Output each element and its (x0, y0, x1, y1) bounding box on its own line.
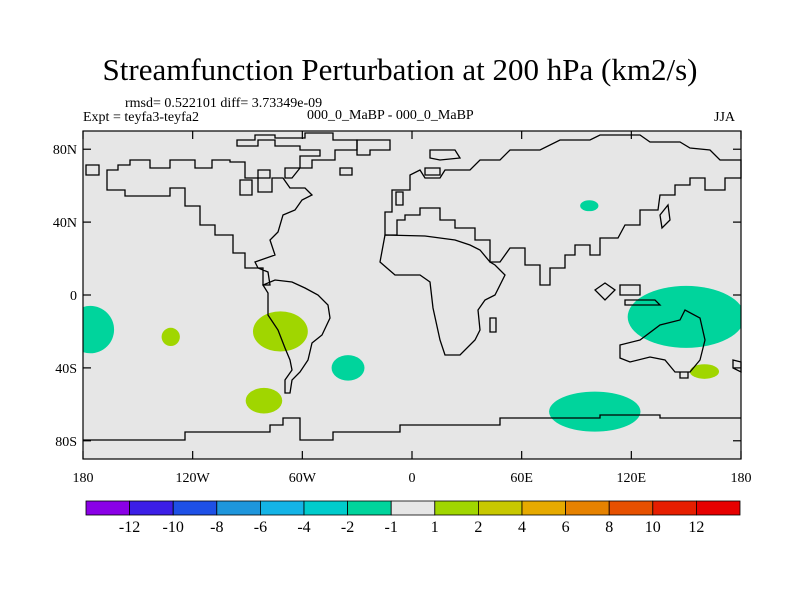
colorbar-label: 2 (474, 519, 482, 536)
stats-line: rmsd= 0.522101 diff= 3.73349e-09 (125, 96, 323, 111)
colorbar-box (172, 500, 218, 516)
colorbar-label: 10 (645, 519, 661, 536)
colorbar-label: 4 (518, 519, 526, 536)
colorbar-label: -6 (254, 519, 267, 536)
map-title: Streamfunction Perturbation at 200 hPa (… (102, 52, 698, 87)
coastline-scandinavia (424, 149, 462, 176)
colorbar-box (259, 500, 305, 516)
colorbar-box (390, 500, 436, 516)
x-tick-label: 60W (289, 471, 317, 486)
colorbar-label: -12 (119, 519, 140, 536)
anomaly-south-pacific-small (161, 327, 180, 347)
colorbar-box (129, 500, 174, 516)
x-tick-label: 120W (176, 471, 211, 486)
x-tick-label: 60E (510, 471, 533, 486)
anomaly-south-atlantic (331, 355, 365, 381)
colorbar-box (608, 500, 654, 516)
anomaly-central-asia (580, 200, 599, 212)
colorbar-box (216, 500, 261, 516)
season-label: JJA (714, 110, 736, 125)
anomaly-south-america (252, 311, 308, 352)
y-tick-label: 40N (53, 216, 77, 231)
case-label: 000_0_MaBP - 000_0_MaBP (307, 108, 474, 123)
colorbar-label: 1 (431, 519, 439, 536)
colorbar-box (347, 500, 392, 516)
colorbar-label: -2 (341, 519, 354, 536)
y-tick-label: 40S (55, 362, 77, 377)
colorbar-box (303, 500, 348, 516)
colorbar-label: 6 (562, 519, 570, 536)
colorbar-box (85, 500, 130, 516)
x-tick-label: 0 (409, 471, 416, 486)
y-tick-label: 80N (53, 143, 77, 158)
coastline-antarctica (83, 414, 741, 441)
y-tick-label: 0 (70, 289, 77, 304)
map-axes: 80N 40N 0 40S 80S 180 120W 60W 0 60E 120E 180 (53, 131, 752, 486)
coastline-north-america (85, 159, 314, 286)
colorbar-box (477, 500, 523, 516)
coastline-madagascar (489, 317, 497, 333)
coastline-greenland-iceland (339, 139, 391, 176)
x-tick-label: 180 (731, 471, 752, 486)
anomaly-east-pacific-south (83, 305, 115, 354)
x-tick-label: 120E (617, 471, 647, 486)
coastline-africa (379, 234, 506, 356)
colorbar: -12 -10 -8 -6 -4 -2 -1 1 2 4 6 8 10 12 (85, 500, 741, 536)
coastline-arctic-islands (236, 132, 358, 196)
coastline-eurasia (384, 134, 742, 286)
anomaly-tasman-sea (689, 364, 720, 379)
coastline-britain (395, 191, 404, 206)
anomaly-southern-ocean-indian (549, 391, 641, 432)
anomaly-southeast-pacific-high-lat (245, 387, 283, 414)
colorbar-box (565, 500, 610, 516)
colorbar-box (521, 500, 566, 516)
y-tick-label: 80S (55, 435, 77, 450)
colorbar-box (652, 500, 697, 516)
colorbar-label: -1 (385, 519, 398, 536)
colorbar-label: 8 (605, 519, 613, 536)
colorbar-label: -10 (163, 519, 184, 536)
anomaly-western-pacific (627, 285, 741, 348)
experiment-label: Expt = teyfa3-teyfa2 (83, 110, 199, 125)
colorbar-label: -4 (297, 519, 310, 536)
coastline-maritime (593, 282, 662, 306)
coastline-japan (659, 203, 671, 230)
x-tick-label: 180 (73, 471, 94, 486)
map-background (83, 131, 741, 459)
colorbar-box (696, 500, 741, 516)
coastlines (83, 132, 742, 441)
colorbar-box (434, 500, 479, 516)
coastline-south-america (262, 279, 331, 394)
colorbar-label: -8 (210, 519, 223, 536)
colorbar-label: 12 (688, 519, 704, 536)
